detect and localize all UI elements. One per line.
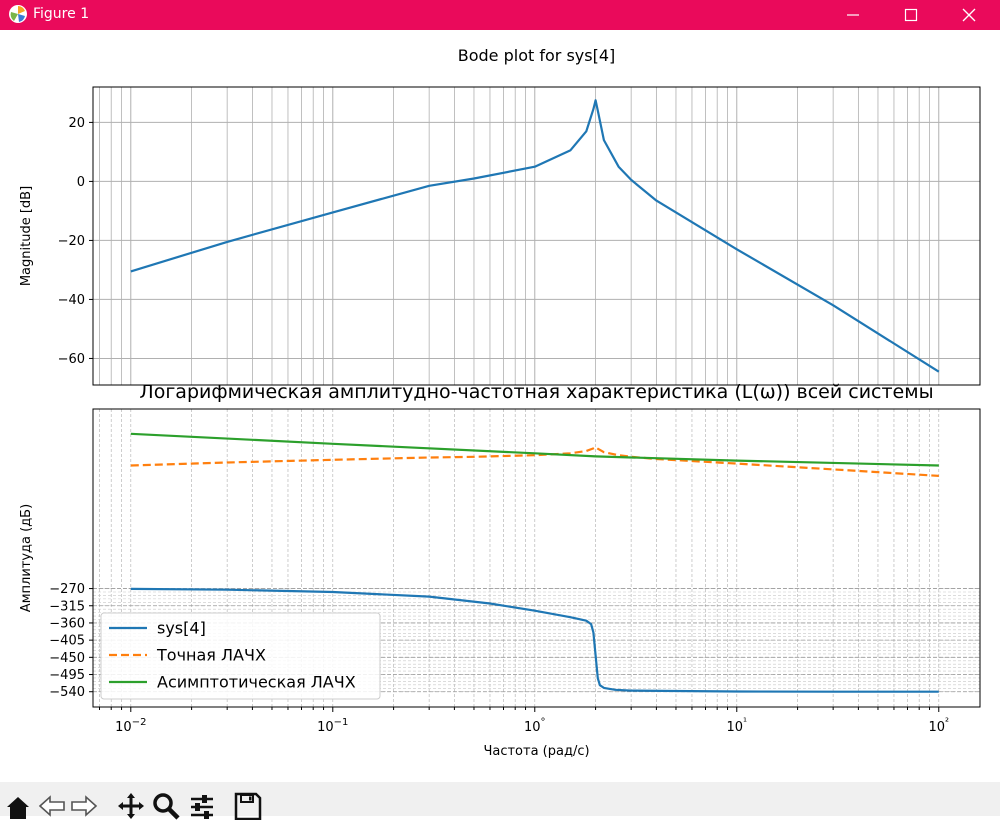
close-icon xyxy=(962,8,976,22)
configure-subplots-icon[interactable] xyxy=(188,792,216,820)
bottom-x-tick-label: 10−1 xyxy=(317,717,348,735)
navigation-toolbar xyxy=(0,782,1000,820)
top-series-line-0 xyxy=(130,99,940,373)
top-chart-title: Bode plot for sys[4] xyxy=(458,46,616,65)
bottom-chart-title: Логарифмическая амплитудно-частотная хар… xyxy=(139,381,933,403)
legend-label-0: sys[4] xyxy=(157,619,206,638)
top-axes-background xyxy=(93,87,980,385)
legend-label-2: Асимптотическая ЛАЧХ xyxy=(157,673,356,692)
forward-arrow-icon[interactable] xyxy=(70,792,98,820)
bottom-axes-frame xyxy=(92,408,981,708)
matplotlib-app-icon xyxy=(9,5,27,23)
bottom-y-tick-label: −450 xyxy=(49,651,85,666)
bottom-x-tick-label: 10° xyxy=(524,717,546,735)
bottom-series-line-0 xyxy=(130,587,939,693)
back-arrow-icon[interactable] xyxy=(38,792,66,820)
maximize-icon xyxy=(904,8,918,22)
bottom-y-axis-label: Амплитуда (дБ) xyxy=(19,504,34,612)
maximize-button[interactable] xyxy=(882,0,940,30)
window-titlebar: Figure 1 xyxy=(0,0,1000,30)
bottom-y-tick-label: −270 xyxy=(49,582,85,597)
bottom-y-tick-label: −540 xyxy=(49,685,85,700)
bottom-y-tick-label: −495 xyxy=(49,668,85,683)
home-icon[interactable] xyxy=(4,792,32,820)
top-y-axis-label: Magnitude [dB] xyxy=(19,186,34,286)
legend-label-1: Точная ЛАЧХ xyxy=(156,646,266,665)
bottom-x-tick-label: 10−2 xyxy=(115,717,146,735)
minimize-button[interactable] xyxy=(824,0,882,30)
top-y-tick-label: 0 xyxy=(77,175,85,190)
bottom-series-line-2 xyxy=(130,432,939,467)
save-icon[interactable] xyxy=(234,792,262,820)
top-axes-frame xyxy=(92,86,981,386)
legend-box xyxy=(100,612,381,700)
bottom-y-tick-label: −360 xyxy=(49,616,85,631)
bottom-x-tick-label: 10¹ xyxy=(726,717,747,735)
bottom-y-tick-label: −405 xyxy=(49,634,85,649)
chart-svg: 20 0 −20 −40 −60 Bode plot for sys[4] Magnitud… xyxy=(19,46,981,759)
minimize-icon xyxy=(847,14,859,16)
window-title: Figure 1 xyxy=(33,6,90,22)
bottom-x-axis-label: Частота (рад/с) xyxy=(483,744,589,759)
top-y-tick-label: −60 xyxy=(58,352,85,367)
bottom-y-tick-label: −315 xyxy=(49,599,85,614)
close-button[interactable] xyxy=(940,0,998,30)
top-y-tick-label: −40 xyxy=(58,293,85,308)
pan-icon[interactable] xyxy=(117,792,145,820)
top-y-tick-label: −20 xyxy=(58,234,85,249)
bottom-x-tick-label: 10² xyxy=(928,717,949,735)
figure-canvas: 20 0 −20 −40 −60 Bode plot for sys[4] Magnitud… xyxy=(0,30,1000,782)
top-y-tick-label: 20 xyxy=(68,116,85,131)
bottom-series-line-1 xyxy=(130,446,939,477)
